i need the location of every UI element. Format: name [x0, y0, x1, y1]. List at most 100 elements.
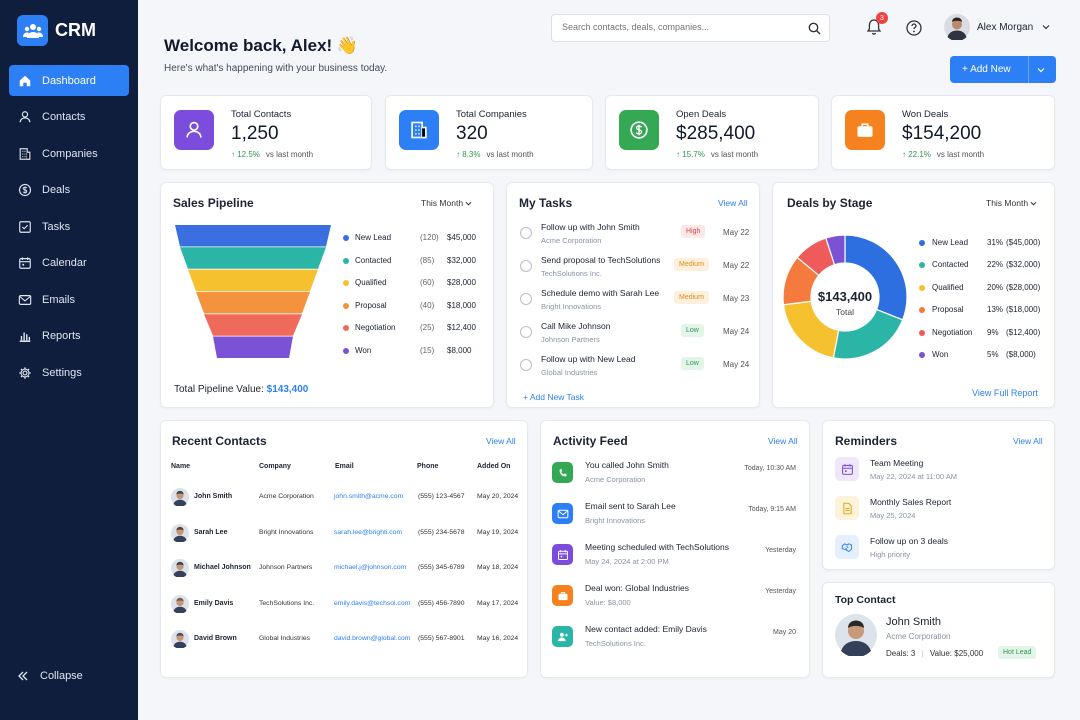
nav-item-emails[interactable]: Emails	[9, 284, 129, 315]
arrow-up-icon: ↑	[456, 150, 460, 159]
task-title[interactable]: Follow up with John Smith	[541, 222, 640, 232]
activity-title[interactable]: Meeting scheduled with TechSolutions	[585, 542, 729, 552]
task-checkbox[interactable]	[520, 326, 532, 338]
reminder-title[interactable]: Follow up on 3 deals	[870, 536, 948, 546]
activity-icon-box	[552, 503, 573, 524]
stat-change: ↑ 12.5% vs last month	[231, 150, 313, 159]
activity-title[interactable]: Deal won: Global Industries	[585, 583, 689, 593]
bar-chart-icon	[19, 332, 31, 342]
contact-company: Bright Innovations	[259, 528, 314, 536]
stat-value: 320	[456, 123, 488, 144]
task-title[interactable]: Schedule demo with Sarah Lee	[541, 288, 660, 298]
add-task-link[interactable]: + Add New Task	[523, 392, 585, 402]
table-row[interactable]: Michael Johnson Johnson Partners michael.j…	[161, 556, 527, 586]
collapse-button[interactable]: Collapse	[18, 670, 83, 682]
contact-phone: (555) 456-7890	[418, 599, 465, 607]
activity-icon-box	[552, 626, 573, 647]
reminder-detail: May 25, 2024	[870, 511, 916, 520]
reminders-title: Reminders	[835, 434, 898, 448]
contact-email[interactable]: michael.j@johnson.com	[334, 564, 407, 571]
task-title[interactable]: Follow up with New Lead	[541, 354, 636, 364]
table-row[interactable]: Sarah Lee Bright Innovations sarah.lee@bri…	[161, 521, 527, 551]
contact-email[interactable]: sarah.lee@brighti.com	[334, 528, 403, 536]
legend-dot	[343, 257, 349, 264]
stat-icon-box	[174, 110, 214, 150]
arrow-up-icon: ↑	[902, 150, 906, 159]
nav-item-contacts[interactable]: Contacts	[9, 102, 129, 133]
activity-title[interactable]: You called John Smith	[585, 460, 669, 470]
top-contact-title: Top Contact	[835, 594, 896, 606]
contact-email[interactable]: david.brown@global.com	[334, 635, 411, 642]
table-row[interactable]: John Smith Acme Corporation john.smith@acm…	[161, 485, 527, 515]
app-logo[interactable]: CRM	[17, 15, 96, 46]
activity-view-all-link[interactable]: View All	[768, 436, 798, 446]
funnel-segment-proposal	[196, 291, 310, 314]
contact-email[interactable]: john.smith@acme.com	[334, 493, 404, 500]
deal-stage-value: ($12,400)	[1006, 327, 1041, 337]
table-row[interactable]: David Brown Global Industries david.brown@…	[161, 627, 527, 657]
top-contact-name[interactable]: John Smith	[886, 616, 942, 628]
contact-avatar	[171, 488, 189, 506]
search-icon[interactable]	[808, 22, 821, 35]
stat-period: vs last month	[710, 150, 759, 159]
pipeline-total: Total Pipeline Value: $143,400	[174, 384, 309, 395]
users-icon	[17, 15, 48, 46]
task-checkbox[interactable]	[520, 359, 532, 371]
contact-phone: (555) 123-4567	[418, 493, 465, 500]
notifications-button[interactable]: 3	[866, 12, 888, 38]
nav-item-dashboard[interactable]: Dashboard	[9, 65, 129, 96]
deals-filter[interactable]: This Month	[986, 198, 1037, 208]
table-row[interactable]: Emily Davis TechSolutions Inc. emily.davis…	[161, 592, 527, 622]
nav-item-calendar[interactable]: Calendar	[9, 248, 129, 279]
add-new-button[interactable]: + Add New	[950, 56, 1056, 83]
deal-stage-name: New Lead	[932, 238, 969, 247]
nav-item-label: Companies	[42, 147, 98, 160]
contact-email[interactable]: emily.davis@techsol.com	[334, 599, 411, 607]
activity-time: May 20	[773, 629, 796, 636]
task-checkbox[interactable]	[520, 293, 532, 305]
stat-change: ↑ 22.1% vs last month	[902, 150, 984, 159]
top-contact-avatar[interactable]	[835, 614, 877, 656]
task-title[interactable]: Send proposal to TechSolutions	[541, 255, 661, 265]
hot-lead-badge: Hot Lead	[998, 646, 1037, 659]
activity-detail: Bright Innovations	[585, 516, 646, 525]
task-checkbox[interactable]	[520, 260, 532, 272]
reminder-title[interactable]: Monthly Sales Report	[870, 497, 952, 507]
nav-item-companies[interactable]: Companies	[9, 138, 129, 169]
nav-item-deals[interactable]: Deals	[9, 175, 129, 206]
contact-name: David Brown	[194, 635, 237, 642]
task-checkbox[interactable]	[520, 227, 532, 239]
chevron-down-icon[interactable]	[1037, 67, 1045, 73]
stage-name: Negotiation	[355, 323, 396, 333]
legend-dot	[919, 329, 925, 336]
user-menu[interactable]: Alex Morgan	[944, 14, 1050, 40]
deal-stage-name: Won	[932, 350, 949, 359]
top-contact-company: Acme Corporation	[886, 632, 951, 641]
stat-icon-box	[399, 110, 439, 150]
activity-detail: May 24, 2024 at 2:00 PM	[585, 557, 669, 566]
deal-stage-value: ($45,000)	[1006, 238, 1041, 247]
nav-item-label: Dashboard	[42, 74, 96, 87]
view-full-report-link[interactable]: View Full Report	[972, 388, 1038, 398]
reminder-title[interactable]: Team Meeting	[870, 458, 924, 468]
nav-item-settings[interactable]: Settings	[9, 357, 129, 388]
deal-stage-value: ($32,000)	[1006, 260, 1041, 270]
pipeline-filter[interactable]: This Month	[421, 198, 472, 208]
activity-title[interactable]: New contact added: Emily Davis	[585, 624, 707, 634]
reminders-view-all-link[interactable]: View All	[1013, 436, 1043, 446]
contacts-view-all-link[interactable]: View All	[486, 436, 516, 446]
activity-title[interactable]: Email sent to Sarah Lee	[585, 501, 676, 511]
contact-company: Johnson Partners	[259, 564, 313, 571]
legend-dot	[343, 235, 349, 241]
search-input[interactable]	[562, 22, 792, 32]
stage-value: $28,000	[447, 278, 476, 288]
avatar	[944, 14, 970, 40]
nav-item-reports[interactable]: Reports	[9, 321, 129, 352]
tasks-view-all-link[interactable]: View All	[718, 198, 748, 208]
task-title[interactable]: Call Mike Johnson	[541, 321, 611, 331]
help-icon[interactable]	[906, 20, 922, 36]
sidebar: CRM Dashboard Contacts Companies Deals Tasks…	[0, 0, 138, 720]
search-bar[interactable]	[551, 14, 830, 42]
deal-stage-pct: 9%	[987, 327, 999, 337]
nav-item-tasks[interactable]: Tasks	[9, 211, 129, 242]
